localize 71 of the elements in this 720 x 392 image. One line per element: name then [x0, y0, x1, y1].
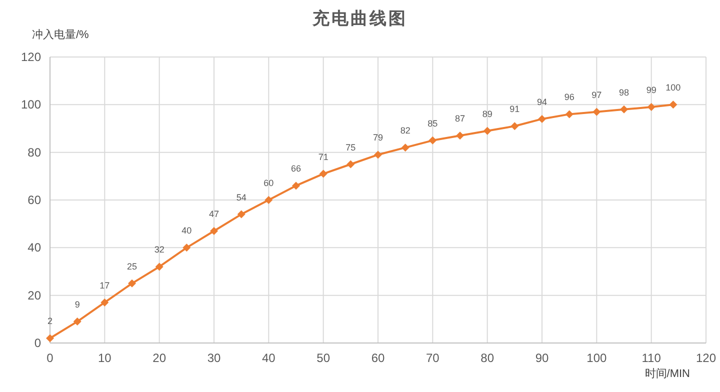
x-tick-label: 0	[46, 351, 54, 365]
y-tick-label: 120	[20, 50, 42, 64]
point	[620, 105, 628, 114]
point	[374, 150, 382, 159]
x-tick-label: 30	[207, 351, 221, 365]
point	[319, 170, 328, 178]
x-tick-label: 20	[152, 351, 166, 365]
data-label: 91	[510, 104, 520, 114]
point	[538, 114, 546, 123]
data-label: 89	[482, 108, 492, 119]
point	[155, 262, 164, 271]
x-tick-label: 60	[371, 351, 385, 365]
point	[510, 122, 519, 130]
point	[73, 318, 82, 326]
data-label: 97	[592, 90, 602, 100]
point	[592, 108, 601, 116]
data-label: 71	[318, 152, 328, 162]
point	[428, 136, 437, 144]
data-label: 82	[400, 126, 410, 136]
data-label: 96	[564, 92, 574, 102]
data-label: 75	[346, 142, 356, 152]
data-label: 79	[372, 132, 384, 143]
data-label: 100	[666, 82, 681, 93]
x-axis-title: 时间/MIN	[644, 367, 690, 380]
x-tick-label: 70	[426, 351, 440, 365]
data-label: 25	[126, 261, 138, 272]
point	[182, 244, 191, 252]
point	[565, 110, 574, 118]
x-tick-label: 10	[98, 351, 112, 365]
y-axis-title: 冲入电量/%	[32, 28, 90, 41]
x-tick-label: 80	[480, 351, 494, 365]
x-tick-label: 110	[642, 351, 662, 365]
point	[100, 298, 109, 306]
x-tick-label: 100	[586, 351, 607, 365]
x-tick-label: 120	[696, 351, 716, 365]
data-label: 87	[454, 114, 466, 124]
x-tick-label: 90	[535, 351, 549, 365]
x-tick-label: 50	[316, 351, 330, 365]
point	[128, 279, 136, 288]
point	[292, 182, 300, 190]
point	[264, 196, 273, 204]
data-label: 2	[47, 316, 53, 326]
point	[346, 160, 355, 168]
data-label: 9	[74, 300, 80, 310]
point	[669, 100, 678, 109]
point	[46, 334, 54, 342]
data-label: 94	[536, 96, 548, 107]
data-label: 99	[646, 85, 656, 96]
data-label: 54	[236, 192, 246, 202]
data-label: 60	[264, 178, 274, 188]
point	[210, 226, 218, 235]
data-label: 47	[208, 208, 220, 219]
point	[456, 132, 464, 140]
data-label: 98	[618, 87, 630, 98]
y-tick-label: 60	[28, 193, 42, 207]
x-tick-label: 40	[262, 351, 276, 365]
data-label: 17	[100, 280, 110, 290]
y-tick-label: 0	[34, 336, 42, 350]
y-tick-label: 40	[28, 240, 42, 255]
y-tick-label: 20	[28, 288, 42, 302]
point	[401, 144, 410, 152]
data-label: 85	[428, 118, 438, 128]
y-tick-label: 80	[28, 145, 42, 160]
chart-title: 充电曲线图	[312, 9, 408, 28]
data-label: 32	[154, 244, 164, 255]
data-label: 66	[290, 164, 302, 174]
y-tick-label: 100	[20, 98, 42, 112]
point	[647, 103, 656, 112]
point	[237, 210, 246, 218]
data-label: 40	[182, 226, 192, 236]
point	[483, 126, 492, 135]
